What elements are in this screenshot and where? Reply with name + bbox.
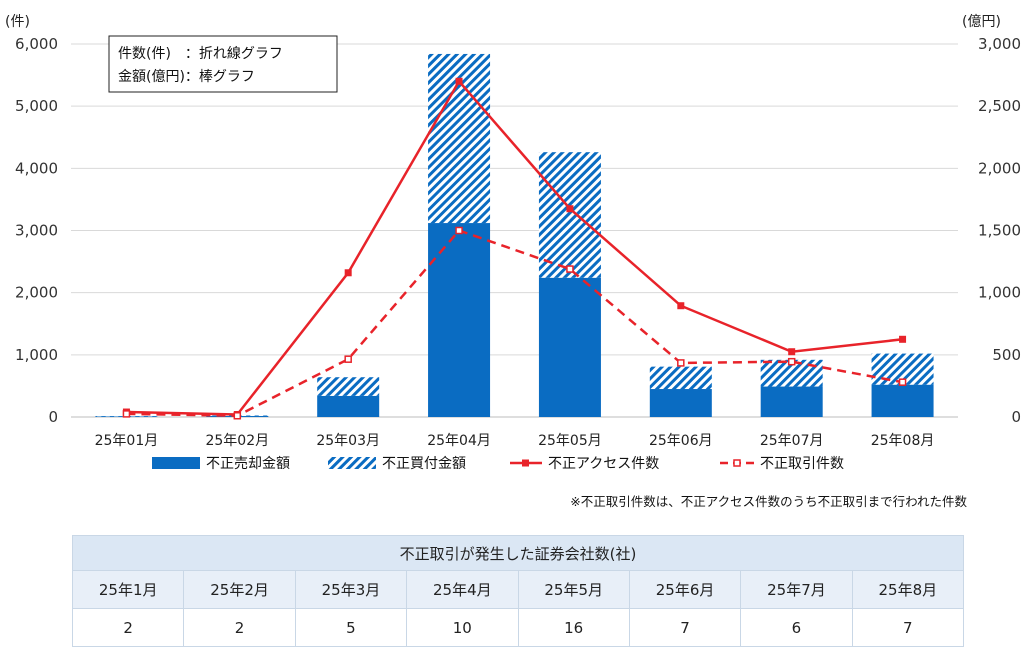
right-tick-label: 500 (992, 346, 1021, 364)
bar-series (95, 53, 934, 417)
note-line-count: 件数(件) ：折れ線グラフ (118, 46, 283, 62)
table-title: 不正取引が発生した証券会社数(社) (72, 535, 964, 571)
table-count-row: 2 2 5 10 16 7 6 7 (71, 608, 965, 647)
bar-unauthorized-sale (760, 386, 823, 417)
x-tick-label: 25年03月 (316, 433, 380, 449)
access-point (455, 77, 463, 85)
left-tick-label: 4,000 (15, 159, 58, 177)
table-month-row: 25年1月 25年2月 25年3月 25年4月 25年5月 25年6月 25年7月 25年8月 (71, 570, 965, 609)
right-tick-label: 3,000 (978, 35, 1021, 53)
table-month-header: 25年4月 (406, 570, 519, 609)
x-tick-label: 25年02月 (205, 433, 269, 449)
bar-unauthorized-sale (538, 277, 601, 417)
right-tick-label: 2,000 (978, 159, 1021, 177)
access-point (788, 348, 796, 356)
access-point (344, 269, 352, 277)
legend-label: 不正アクセス件数 (548, 456, 659, 472)
access-point (677, 302, 685, 310)
left-tick-label: 1,000 (15, 346, 58, 364)
x-tick-label: 25年08月 (871, 433, 935, 449)
trade-point (677, 359, 685, 367)
trade-point (898, 378, 907, 386)
axes: 0 0 1,000 500 2,000 1,000 3,000 1,500 4,000 2,000… (15, 35, 1021, 449)
table-month-header: 25年6月 (628, 570, 742, 609)
table-month-header: 25年1月 (71, 570, 185, 609)
legend-swatch-sale (152, 457, 200, 469)
left-tick-label: 2,000 (15, 284, 58, 302)
footnote: ※不正取引件数は、不正アクセス件数のうち不正取引まで行われた件数 (570, 494, 967, 509)
table-title-row: 不正取引が発生した証券会社数(社) (72, 535, 964, 571)
trade-point (233, 412, 242, 420)
right-axis-unit: (億円) (962, 14, 1001, 30)
x-tick-label: 25年04月 (427, 433, 491, 449)
bar-unauthorized-sale (871, 384, 934, 417)
line-unauthorized-access (126, 79, 903, 416)
bar-unauthorized-sale (649, 389, 712, 417)
table-count-cell: 6 (740, 608, 853, 647)
trade-point (344, 355, 352, 363)
x-tick-label: 25年07月 (760, 433, 824, 449)
table-count-cell: 7 (851, 608, 965, 647)
bar-unauthorized-purchase (538, 152, 601, 278)
table-month-header: 25年8月 (851, 570, 965, 609)
left-tick-label: 5,000 (15, 97, 58, 115)
x-tick-label: 25年06月 (649, 433, 713, 449)
legend-label: 不正売却金額 (206, 456, 290, 472)
table-month-header: 25年2月 (183, 570, 296, 609)
left-tick-label: 3,000 (15, 222, 58, 240)
left-axis-unit: (件) (5, 14, 30, 30)
table-month-header: 25年7月 (740, 570, 853, 609)
bar-unauthorized-purchase (317, 377, 380, 396)
legend-label: 不正取引件数 (760, 456, 844, 472)
access-point (899, 335, 907, 343)
table-count-cell: 5 (294, 608, 408, 647)
table-count-cell: 10 (406, 608, 519, 647)
table-month-header: 25年3月 (294, 570, 408, 609)
trade-point (787, 357, 796, 366)
table-count-cell: 2 (71, 608, 185, 647)
right-tick-label: 2,500 (978, 97, 1021, 115)
line-series (122, 77, 907, 420)
right-tick-label: 0 (1011, 408, 1021, 426)
bar-unauthorized-sale (428, 223, 491, 417)
note-line-amount: 金額(億円)：棒グラフ (118, 69, 255, 85)
trade-point (566, 265, 574, 273)
company-count-table: 不正取引が発生した証券会社数(社) 25年1月 25年2月 25年3月 25年4月 25… (71, 535, 965, 647)
table-count-cell: 7 (628, 608, 742, 647)
legend-marker-access (522, 459, 529, 467)
gridlines (71, 43, 958, 418)
x-tick-label: 25年01月 (95, 433, 159, 449)
table-month-header: 25年5月 (517, 570, 630, 609)
chart-type-note: 件数(件) ：折れ線グラフ 金額(億円)：棒グラフ (108, 35, 338, 93)
legend: 不正売却金額 不正買付金額 不正アクセス件数 不正取引件数 (152, 456, 844, 472)
bar-unauthorized-sale (317, 395, 380, 417)
fraud-chart: 0 0 1,000 500 2,000 1,000 3,000 1,500 4,000 2,000… (5, 14, 1021, 509)
right-tick-label: 1,000 (978, 284, 1021, 302)
right-tick-label: 1,500 (978, 222, 1021, 240)
left-tick-label: 0 (48, 408, 58, 426)
table-count-cell: 16 (517, 608, 630, 647)
legend-marker-trades (733, 459, 741, 467)
table-count-cell: 2 (183, 608, 296, 647)
access-point (566, 205, 574, 213)
legend-label: 不正買付金額 (382, 456, 466, 472)
bar-unauthorized-purchase (649, 366, 712, 390)
trade-point (455, 226, 463, 235)
trade-point (122, 410, 131, 418)
left-tick-label: 6,000 (15, 35, 58, 53)
x-tick-label: 25年05月 (538, 433, 602, 449)
legend-swatch-purchase (328, 457, 376, 469)
